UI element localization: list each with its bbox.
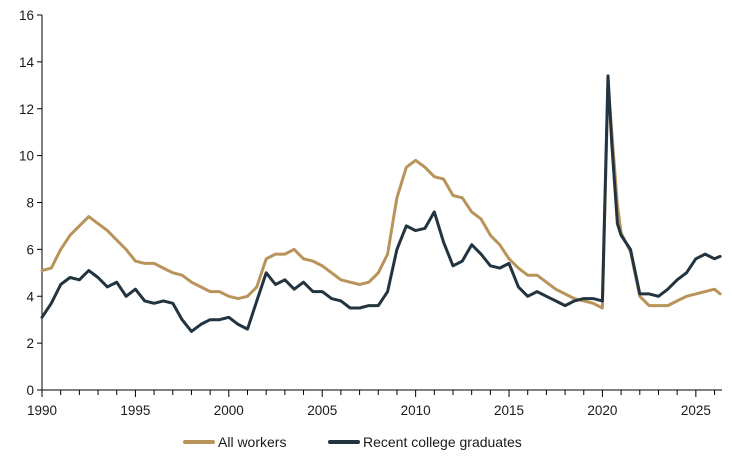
y-tick-label: 8	[26, 196, 34, 211]
x-tick-label: 2010	[401, 403, 431, 418]
x-tick-label: 1990	[27, 403, 57, 418]
y-tick-label: 16	[19, 8, 34, 23]
x-tick-label: 2005	[307, 403, 337, 418]
x-tick-label: 2025	[681, 403, 711, 418]
y-tick-label: 0	[26, 383, 34, 398]
legend-label: All workers	[218, 434, 286, 450]
y-tick-label: 4	[26, 289, 34, 304]
x-tick-label: 2020	[587, 403, 617, 418]
y-tick-label: 2	[26, 336, 34, 351]
x-tick-label: 1995	[120, 403, 150, 418]
series-line-all-workers	[40, 81, 722, 310]
y-tick-label: 12	[19, 102, 34, 117]
x-tick-label: 2000	[214, 403, 244, 418]
x-tick-label: 2015	[494, 403, 524, 418]
series-line-recent-college-graduates	[40, 74, 722, 333]
series-layer	[40, 74, 722, 333]
y-tick-label: 14	[19, 55, 35, 70]
y-tick-label: 6	[26, 242, 34, 257]
x-axis: 1990 1995 2000 2005 2010 2015 2020 2025	[27, 389, 722, 418]
y-tick-label: 10	[19, 149, 34, 164]
legend-label: Recent college graduates	[363, 434, 522, 450]
y-axis: 0 2 4 6 8 10 12 14 16	[19, 8, 43, 398]
legend: All workers Recent college graduates	[183, 434, 522, 450]
